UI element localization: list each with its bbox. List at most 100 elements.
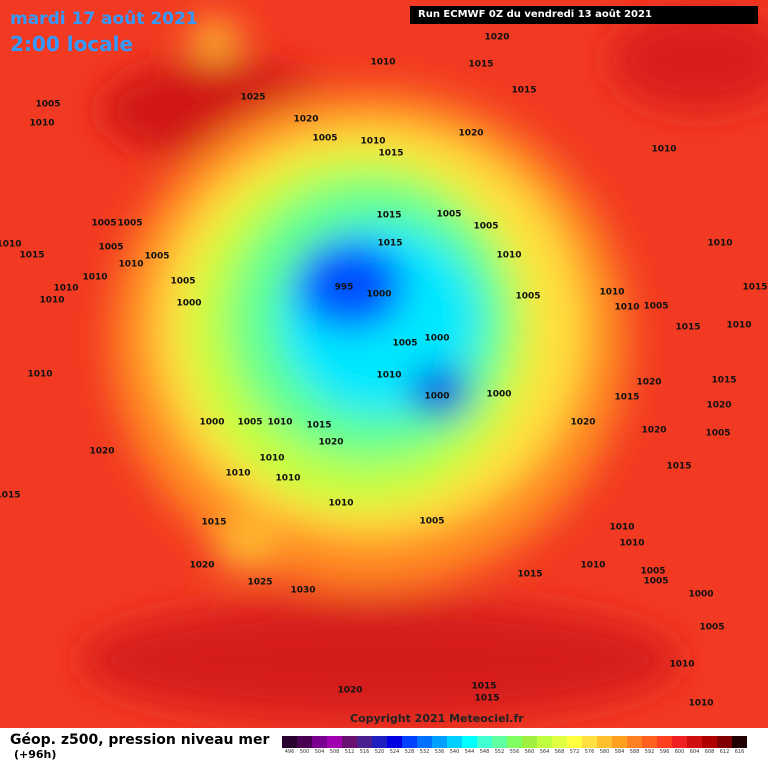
- legend-item: 580: [597, 736, 612, 760]
- legend-swatch: [372, 736, 387, 748]
- legend-item: 540: [447, 736, 462, 760]
- legend-swatch: [702, 736, 717, 748]
- legend-value: 516: [359, 749, 370, 755]
- legend-item: 616: [732, 736, 747, 760]
- legend-swatch: [642, 736, 657, 748]
- legend-value: 600: [674, 749, 685, 755]
- pressure-label: 1015: [0, 491, 21, 501]
- pressure-label: 1020: [458, 129, 483, 139]
- legend-swatch: [507, 736, 522, 748]
- pressure-label: 1010: [614, 303, 639, 313]
- legend-item: 592: [642, 736, 657, 760]
- legend-value: 524: [389, 749, 400, 755]
- pressure-label: 1010: [118, 260, 143, 270]
- legend-item: 568: [552, 736, 567, 760]
- legend-item: 588: [627, 736, 642, 760]
- legend-value: 520: [374, 749, 385, 755]
- pressure-label: 1005: [643, 302, 668, 312]
- legend-swatch: [567, 736, 582, 748]
- legend-value: 596: [659, 749, 670, 755]
- pressure-label: 1005: [144, 252, 169, 262]
- legend-swatch: [627, 736, 642, 748]
- pressure-label: 1010: [275, 474, 300, 484]
- legend-swatch: [612, 736, 627, 748]
- pressure-label: 1020: [706, 401, 731, 411]
- pressure-label: 1030: [290, 586, 315, 596]
- pressure-label: 1010: [580, 561, 605, 571]
- legend-value: 500: [299, 749, 310, 755]
- legend-item: 584: [612, 736, 627, 760]
- legend-item: 500: [297, 736, 312, 760]
- legend-value: 556: [509, 749, 520, 755]
- legend-value: 544: [464, 749, 475, 755]
- pressure-label: 1005: [705, 429, 730, 439]
- legend-swatch: [342, 736, 357, 748]
- pressure-label: 1000: [424, 334, 449, 344]
- legend-value: 592: [644, 749, 655, 755]
- legend-item: 508: [327, 736, 342, 760]
- legend-swatch: [687, 736, 702, 748]
- legend-item: 600: [672, 736, 687, 760]
- pressure-label: 1015: [19, 251, 44, 261]
- pressure-label: 1010: [82, 273, 107, 283]
- legend-value: 576: [584, 749, 595, 755]
- pressure-label: 1005: [473, 222, 498, 232]
- pressure-label: 1010: [259, 454, 284, 464]
- legend-item: 528: [402, 736, 417, 760]
- pressure-label: 1005: [515, 292, 540, 302]
- pressure-label: 1000: [424, 392, 449, 402]
- legend-swatch: [582, 736, 597, 748]
- pressure-label: 1000: [366, 290, 391, 300]
- pressure-label: 1020: [89, 447, 114, 457]
- legend-value: 608: [704, 749, 715, 755]
- legend-item: 496: [282, 736, 297, 760]
- pressure-label: 1010: [726, 321, 751, 331]
- pressure-label: 1015: [511, 86, 536, 96]
- pressure-label: 1005: [643, 577, 668, 587]
- legend-item: 556: [507, 736, 522, 760]
- pressure-label: 1010: [688, 699, 713, 709]
- pressure-label: 1010: [267, 418, 292, 428]
- pressure-label: 1025: [247, 578, 272, 588]
- pressure-label: 1015: [711, 376, 736, 386]
- copyright: Copyright 2021 Meteociel.fr: [350, 712, 524, 725]
- time: 2:00 locale: [10, 32, 134, 56]
- pressure-label: 1010: [360, 137, 385, 147]
- legend-swatch: [357, 736, 372, 748]
- legend-swatch: [732, 736, 747, 748]
- pressure-label: 1005: [312, 134, 337, 144]
- pressure-label: 1010: [39, 296, 64, 306]
- pressure-label: 1010: [669, 660, 694, 670]
- pressure-label: 995: [335, 283, 354, 293]
- legend-swatch: [312, 736, 327, 748]
- pressure-label: 1000: [176, 299, 201, 309]
- legend-value: 552: [494, 749, 505, 755]
- legend-value: 616: [734, 749, 745, 755]
- legend-item: 596: [657, 736, 672, 760]
- pressure-label: 1015: [742, 283, 767, 293]
- legend-swatch: [492, 736, 507, 748]
- legend-value: 536: [434, 749, 445, 755]
- pressure-label: 1015: [666, 462, 691, 472]
- pressure-label: 1025: [240, 93, 265, 103]
- pressure-label: 1020: [337, 686, 362, 696]
- legend-value: 588: [629, 749, 640, 755]
- pressure-label: 1010: [370, 58, 395, 68]
- date: mardi 17 août 2021: [10, 9, 198, 29]
- legend-value: 532: [419, 749, 430, 755]
- legend-value: 564: [539, 749, 550, 755]
- legend-value: 548: [479, 749, 490, 755]
- pressure-label: 1010: [376, 371, 401, 381]
- pressure-label: 1015: [517, 570, 542, 580]
- legend-value: 512: [344, 749, 355, 755]
- legend-value: 580: [599, 749, 610, 755]
- legend-swatch: [537, 736, 552, 748]
- legend-swatch: [417, 736, 432, 748]
- pressure-label: 1010: [496, 251, 521, 261]
- pressure-label: 1000: [199, 418, 224, 428]
- pressure-label: 1005: [237, 418, 262, 428]
- pressure-label: 1020: [318, 438, 343, 448]
- legend-swatch: [432, 736, 447, 748]
- pressure-label: 1000: [486, 390, 511, 400]
